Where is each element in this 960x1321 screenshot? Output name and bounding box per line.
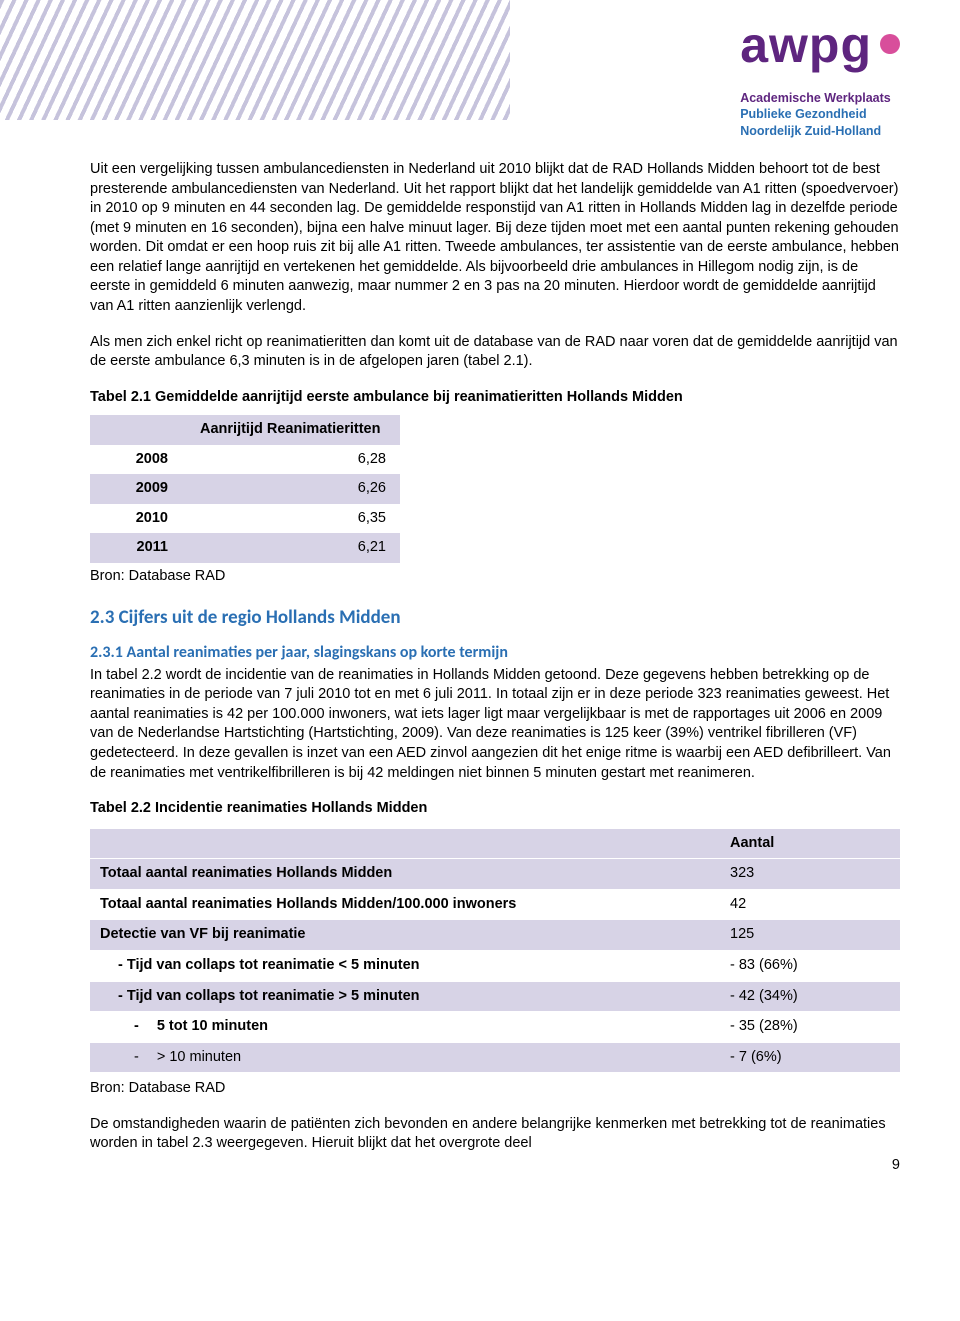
heading-2-3: 2.3 Cijfers uit de regio Hollands Midden	[90, 605, 900, 631]
heading-2-3-1: 2.3.1 Aantal reanimaties per jaar, slagi…	[90, 642, 900, 664]
table1-source: Bron: Database RAD	[90, 567, 900, 587]
table2-row-label: Totaal aantal reanimaties Hollands Midde…	[90, 859, 720, 890]
table2-empty-header	[90, 829, 720, 859]
table2-row-value: 323	[720, 859, 900, 890]
table1-caption: Tabel 2.1 Gemiddelde aanrijtijd eerste a…	[90, 388, 900, 408]
table1-empty-header	[90, 415, 190, 445]
table2-row-value: - 35 (28%)	[720, 1012, 900, 1043]
table2-col-header: Aantal	[720, 829, 900, 859]
table1-val: 6,21	[190, 533, 400, 563]
table1-year: 2008	[90, 445, 190, 475]
table2-row-label: -5 tot 10 minuten	[90, 1012, 720, 1043]
table2-row-label: -> 10 minuten	[90, 1042, 720, 1073]
table1-year: 2009	[90, 474, 190, 504]
table2-row-label: Detectie van VF bij reanimatie	[90, 920, 720, 951]
table1-year: 2010	[90, 504, 190, 534]
table2-row-label: Totaal aantal reanimaties Hollands Midde…	[90, 889, 720, 920]
logo-dot-icon	[880, 34, 900, 54]
logo-sub-line1: Academische Werkplaats	[740, 90, 900, 107]
logo-main-text: awpg	[740, 12, 872, 80]
table2-source: Bron: Database RAD	[90, 1079, 900, 1099]
paragraph-1: Uit een vergelijking tussen ambulancedie…	[90, 160, 900, 317]
table2-row-value: 125	[720, 920, 900, 951]
page-header: awpg Academische Werkplaats Publieke Gez…	[0, 0, 960, 130]
header-stripes	[0, 0, 510, 120]
table2-row-value: 42	[720, 889, 900, 920]
paragraph-4: De omstandigheden waarin de patiënten zi…	[90, 1115, 900, 1154]
table1-val: 6,28	[190, 445, 400, 475]
table2-caption: Tabel 2.2 Incidentie reanimaties Holland…	[90, 799, 900, 819]
table1-year: 2011	[90, 533, 190, 563]
table2-row-label: - Tijd van collaps tot reanimatie < 5 mi…	[90, 950, 720, 981]
page-number: 9	[892, 1156, 900, 1176]
table2-row-value: - 7 (6%)	[720, 1042, 900, 1073]
table-aanrijtijd: Aanrijtijd Reanimatieritten 2008 6,28 20…	[90, 415, 400, 563]
table2-row-value: - 42 (34%)	[720, 981, 900, 1012]
logo-sub-line2: Publieke Gezondheid	[740, 106, 900, 123]
table1-val: 6,26	[190, 474, 400, 504]
table1-val: 6,35	[190, 504, 400, 534]
logo: awpg Academische Werkplaats Publieke Gez…	[740, 12, 900, 140]
paragraph-3: In tabel 2.2 wordt de incidentie van de …	[90, 666, 900, 783]
logo-sub-line3: Noordelijk Zuid-Holland	[740, 123, 900, 140]
table1-header: Aanrijtijd Reanimatieritten	[190, 415, 400, 445]
paragraph-2: Als men zich enkel richt op reanimatieri…	[90, 333, 900, 372]
table2-row-label: - Tijd van collaps tot reanimatie > 5 mi…	[90, 981, 720, 1012]
table-incidentie: Aantal Totaal aantal reanimaties Holland…	[90, 829, 900, 1074]
table2-row-value: - 83 (66%)	[720, 950, 900, 981]
